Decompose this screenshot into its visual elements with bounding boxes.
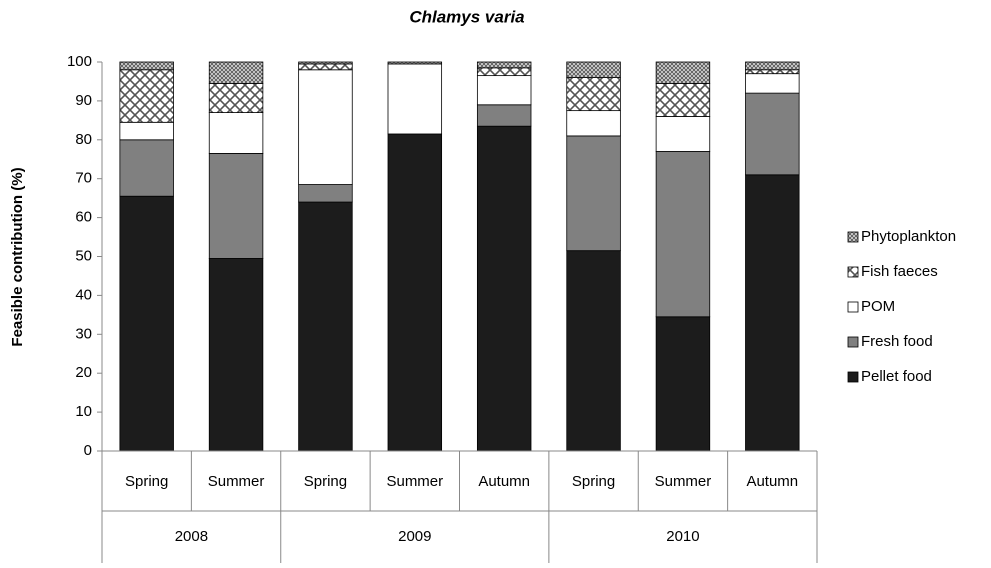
bar-segment — [476, 75, 532, 106]
bar-segment — [298, 201, 353, 452]
bar-segment — [119, 69, 174, 123]
bar-segment — [655, 151, 711, 318]
bar-segment — [208, 258, 264, 452]
bar-segment — [476, 125, 532, 452]
bar-segment — [655, 61, 711, 84]
bar-segment — [387, 133, 443, 452]
group-label: 2009 — [398, 528, 431, 545]
y-tick-label: 40 — [75, 286, 92, 303]
x-tick-label: Spring — [125, 473, 168, 490]
bar-segment — [745, 92, 800, 176]
y-tick-label: 50 — [75, 247, 92, 264]
legend-swatch — [847, 336, 859, 348]
y-tick-label: 80 — [75, 131, 92, 148]
x-tick-label: Autumn — [478, 473, 530, 490]
bar-segment — [119, 195, 174, 452]
legend-label: POM — [861, 298, 895, 315]
y-tick-label: 100 — [67, 53, 92, 70]
x-tick-label: Summer — [208, 473, 265, 490]
bar-segment — [566, 250, 621, 452]
legend-label: Fresh food — [861, 333, 933, 350]
x-tick-label: Spring — [572, 473, 615, 490]
y-tick-label: 90 — [75, 92, 92, 109]
bar-segment — [119, 61, 174, 71]
x-tick-label: Spring — [304, 473, 347, 490]
bar-segment — [298, 63, 353, 71]
x-tick-label: Summer — [655, 473, 712, 490]
bar-segment — [566, 135, 621, 252]
bar-segment — [387, 61, 443, 65]
bar-segment — [208, 112, 264, 154]
bar-segment — [208, 61, 264, 84]
y-tick-label: 70 — [75, 170, 92, 187]
y-tick-label: 20 — [75, 364, 92, 381]
legend-swatch — [847, 301, 859, 313]
bar-segment — [298, 69, 353, 185]
y-tick-label: 10 — [75, 403, 92, 420]
bar-segment — [298, 184, 353, 203]
bar-segment — [566, 77, 621, 112]
bar-segment — [745, 73, 800, 94]
legend-label: Pellet food — [861, 368, 932, 385]
bar-segment — [655, 116, 711, 152]
y-tick-label: 0 — [84, 442, 92, 459]
bar-segment — [476, 67, 532, 77]
legend-swatch — [847, 371, 859, 383]
y-tick-label: 30 — [75, 325, 92, 342]
bar-segment — [298, 61, 353, 65]
bar-segment — [476, 104, 532, 127]
y-axis-label: Feasible contribution (%) — [9, 167, 26, 346]
legend-label: Fish faeces — [861, 263, 938, 280]
bar-segment — [566, 61, 621, 78]
chart-title: Chlamys varia — [409, 7, 524, 26]
legend-label: Phytoplankton — [861, 228, 956, 245]
bar-segment — [119, 139, 174, 197]
bar-segment — [745, 69, 800, 75]
bar-segment — [208, 82, 264, 113]
bar-segment — [655, 316, 711, 452]
legend-swatch — [847, 231, 859, 243]
bar-segment — [476, 61, 532, 69]
legend-swatch — [847, 266, 859, 278]
bar-segment — [655, 82, 711, 117]
bar-segment — [119, 121, 174, 141]
bar-segment — [566, 110, 621, 137]
bar-segment — [387, 63, 443, 135]
group-label: 2010 — [666, 528, 699, 545]
bar-segment — [745, 174, 800, 452]
group-label: 2008 — [175, 528, 208, 545]
bar-segment — [208, 153, 264, 259]
bar-segment — [745, 61, 800, 71]
y-tick-label: 60 — [75, 209, 92, 226]
x-tick-label: Summer — [386, 473, 443, 490]
x-tick-label: Autumn — [746, 473, 798, 490]
